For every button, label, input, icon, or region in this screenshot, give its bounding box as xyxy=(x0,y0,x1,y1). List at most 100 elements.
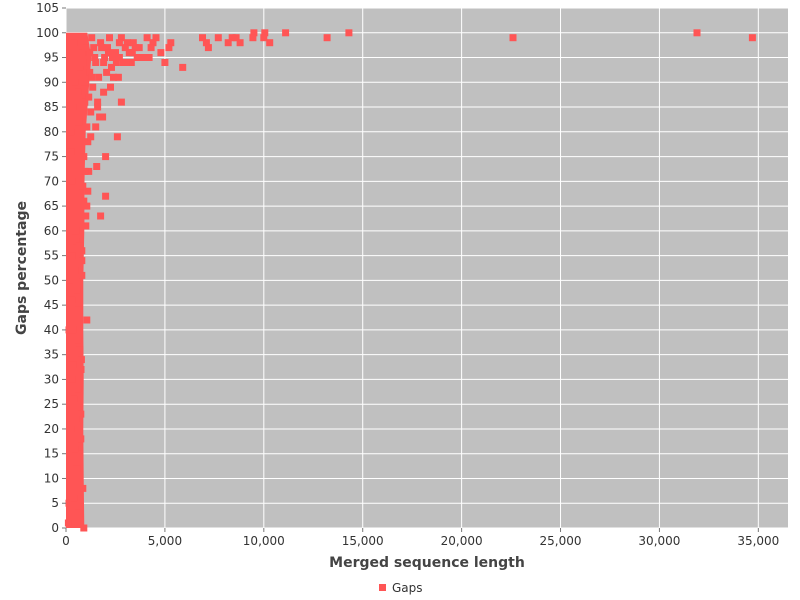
data-point xyxy=(77,356,85,364)
data-point xyxy=(152,34,160,42)
data-point xyxy=(113,133,121,141)
data-point xyxy=(323,34,331,42)
data-point xyxy=(78,271,86,279)
data-point xyxy=(96,113,104,121)
data-point xyxy=(70,39,78,47)
y-tick-label: 5 xyxy=(51,496,59,510)
data-point xyxy=(122,59,130,66)
data-point xyxy=(72,237,80,245)
data-point xyxy=(92,123,100,131)
y-tick-label: 25 xyxy=(44,397,59,411)
data-point xyxy=(74,385,82,393)
data-point xyxy=(103,68,111,76)
data-point xyxy=(509,34,517,42)
legend-marker xyxy=(379,584,386,591)
y-tick-label: 70 xyxy=(44,174,59,188)
data-point xyxy=(84,187,92,195)
data-point xyxy=(143,34,151,42)
data-point xyxy=(68,296,76,304)
data-point xyxy=(101,54,109,61)
data-point xyxy=(108,63,115,71)
data-point xyxy=(109,54,116,61)
data-point xyxy=(89,83,97,91)
data-point xyxy=(145,54,153,61)
data-point xyxy=(117,98,125,106)
data-point xyxy=(115,54,123,61)
data-point xyxy=(261,29,269,37)
data-point xyxy=(102,153,110,161)
data-point xyxy=(82,44,90,52)
data-point xyxy=(82,222,90,230)
data-point xyxy=(204,44,212,52)
x-tick-label: 15,000 xyxy=(342,534,384,548)
data-point xyxy=(100,88,108,96)
data-point xyxy=(106,34,113,42)
data-point xyxy=(94,103,102,111)
data-point xyxy=(78,247,86,255)
data-point xyxy=(139,54,147,61)
data-point xyxy=(68,177,76,185)
data-point xyxy=(75,118,83,126)
data-point xyxy=(112,49,119,57)
data-point xyxy=(82,212,90,220)
data-point xyxy=(77,435,85,443)
data-point xyxy=(70,494,78,502)
data-point xyxy=(66,475,74,482)
x-axis-title: Merged sequence length xyxy=(329,555,525,571)
data-point xyxy=(83,123,91,131)
data-point xyxy=(100,59,108,66)
data-point xyxy=(76,346,84,354)
data-point xyxy=(107,83,114,91)
data-point xyxy=(249,34,257,42)
data-point xyxy=(71,78,79,86)
data-point xyxy=(77,366,85,373)
data-point xyxy=(167,39,175,47)
data-point xyxy=(74,336,82,344)
y-tick-label: 95 xyxy=(44,51,59,65)
data-point xyxy=(69,361,77,369)
data-point xyxy=(127,59,135,66)
plot-area xyxy=(66,8,788,528)
data-point xyxy=(65,326,73,334)
y-tick-label: 80 xyxy=(44,125,59,139)
y-axis-title: Gaps percentage xyxy=(14,201,30,335)
y-tick-label: 50 xyxy=(44,273,59,287)
data-point xyxy=(77,410,85,418)
y-tick-label: 45 xyxy=(44,298,59,312)
data-point xyxy=(260,34,268,42)
y-tick-label: 35 xyxy=(44,348,59,362)
data-points xyxy=(64,29,756,532)
y-tick-label: 20 xyxy=(44,422,59,436)
data-point xyxy=(693,29,701,37)
y-tick-label: 90 xyxy=(44,75,59,89)
data-point xyxy=(64,519,72,527)
data-point xyxy=(147,44,155,52)
data-point xyxy=(74,88,82,96)
data-point xyxy=(81,78,89,86)
x-tick-label: 10,000 xyxy=(243,534,285,548)
data-point xyxy=(345,29,353,37)
y-tick-label: 105 xyxy=(36,1,59,15)
data-point xyxy=(93,163,101,170)
data-point xyxy=(266,39,274,47)
data-point xyxy=(68,252,76,260)
data-point xyxy=(86,68,94,76)
data-point xyxy=(282,29,290,37)
x-tick-label: 5,000 xyxy=(148,534,182,548)
data-point xyxy=(232,34,240,42)
data-point xyxy=(87,108,95,116)
data-point xyxy=(224,39,232,47)
data-point xyxy=(76,242,84,250)
data-point xyxy=(66,207,74,215)
x-axis-ticks: 0 5,000 10,000 15,000 20,000 25,000 30,000 35,0… xyxy=(62,528,779,548)
data-point xyxy=(67,425,75,433)
data-point xyxy=(75,509,83,517)
data-point xyxy=(79,59,87,66)
y-tick-label: 0 xyxy=(51,521,59,535)
y-tick-label: 55 xyxy=(44,249,59,263)
data-point xyxy=(179,63,187,71)
data-point xyxy=(129,39,137,47)
data-point xyxy=(75,306,83,314)
y-tick-label: 65 xyxy=(44,199,59,213)
data-point xyxy=(90,44,98,52)
